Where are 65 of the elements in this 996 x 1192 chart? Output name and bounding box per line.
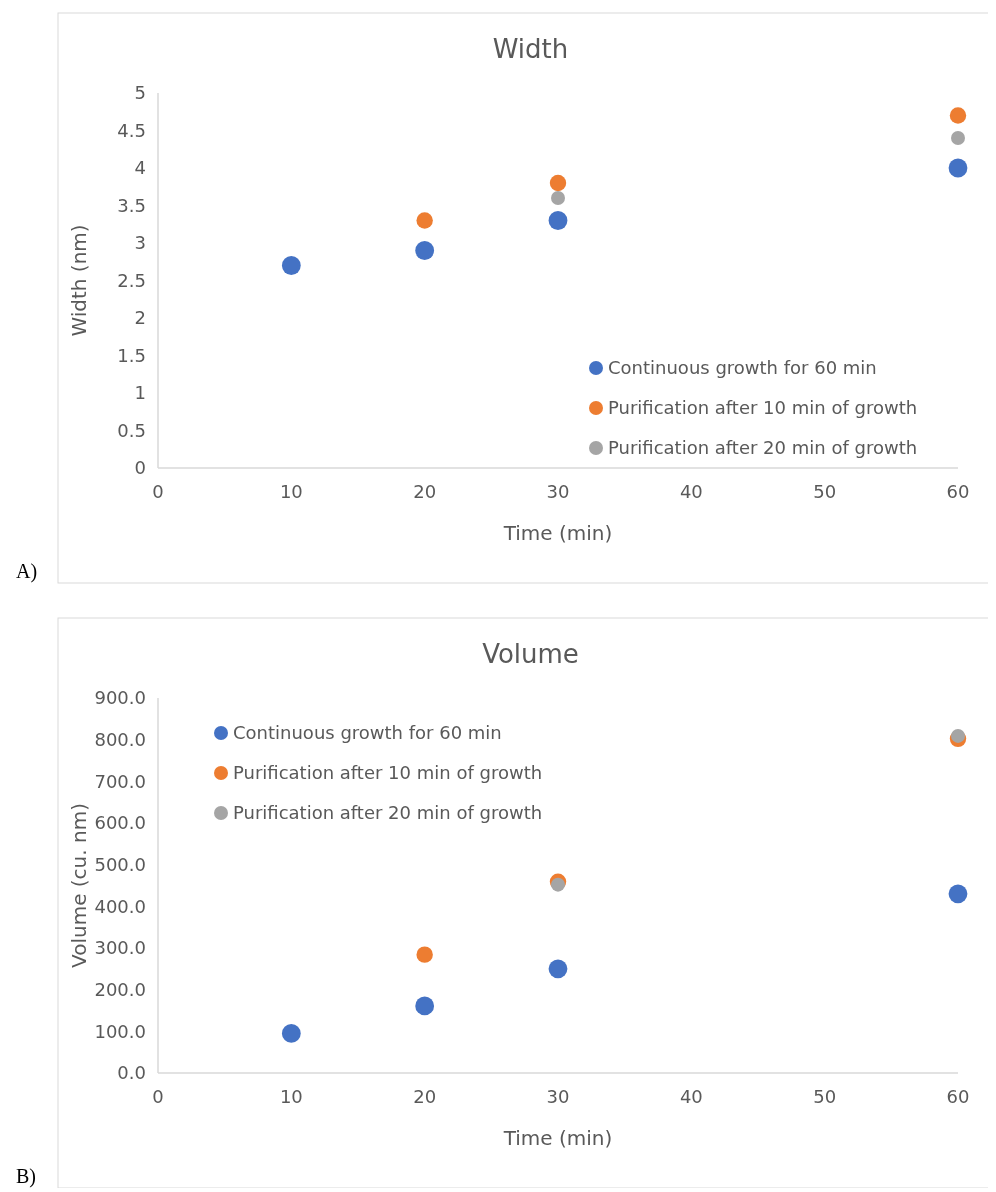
point xyxy=(416,946,433,963)
text: B) xyxy=(16,1165,36,1188)
y-axis-title: Volume (cu. nm) xyxy=(67,803,91,968)
point xyxy=(551,877,565,892)
chart-title: Width xyxy=(492,34,569,64)
y-tick-label: 300.0 xyxy=(94,937,146,959)
legend-label: Continuous growth for 60 min xyxy=(233,722,502,744)
y-tick-label: 1.5 xyxy=(117,344,146,366)
y-tick-label: 5 xyxy=(134,82,146,104)
y-tick-label: 3 xyxy=(134,232,146,254)
chart-title: Volume xyxy=(482,639,579,669)
y-tick-label: 2 xyxy=(134,307,146,329)
legend-label: Continuous growth for 60 min xyxy=(608,357,877,379)
point xyxy=(415,241,435,260)
point xyxy=(281,256,301,275)
x-tick-label: 30 xyxy=(546,1086,570,1107)
legend-label: Purification after 10 min of growth xyxy=(233,762,543,784)
y-tick-label: 1 xyxy=(134,382,146,404)
y-tick-label: 2.5 xyxy=(117,269,146,291)
y-tick-label: 800.0 xyxy=(94,728,146,750)
x-tick-label: 20 xyxy=(413,481,437,502)
point xyxy=(951,131,965,145)
x-tick-label: 60 xyxy=(946,1086,970,1107)
point xyxy=(949,107,967,124)
point xyxy=(551,191,565,205)
x-tick-label: 60 xyxy=(946,481,970,502)
legend-label: Purification after 10 min of growth xyxy=(608,397,918,419)
x-axis-title: Time (min) xyxy=(502,521,613,545)
point xyxy=(951,728,965,743)
y-tick-label: 400.0 xyxy=(94,895,146,917)
y-tick-label: 900.0 xyxy=(94,687,146,709)
point xyxy=(549,174,567,192)
point xyxy=(281,1024,301,1043)
x-tick-label: 40 xyxy=(679,1086,703,1107)
point xyxy=(548,959,568,979)
point xyxy=(416,212,433,229)
y-tick-label: 200.0 xyxy=(94,978,146,1000)
y-tick-label: 4.5 xyxy=(117,119,146,141)
y-tick-label: 700.0 xyxy=(94,770,146,792)
x-tick-label: 0 xyxy=(152,1086,164,1107)
y-tick-label: 0.0 xyxy=(117,1062,146,1084)
y-tick-label: 4 xyxy=(134,157,146,179)
x-tick-label: 50 xyxy=(813,1086,837,1107)
x-axis-title: Time (min) xyxy=(502,1126,613,1150)
x-tick-label: 50 xyxy=(813,481,837,502)
x-tick-label: 30 xyxy=(546,481,570,502)
y-tick-label: 0 xyxy=(134,457,146,479)
y-tick-label: 0.5 xyxy=(117,419,146,441)
legend-label: Purification after 20 min of growth xyxy=(608,437,918,459)
point xyxy=(548,211,568,230)
y-axis-title: Width (nm) xyxy=(67,224,91,337)
x-tick-label: 40 xyxy=(679,481,703,502)
legend-label: Purification after 20 min of growth xyxy=(233,802,543,824)
y-tick-label: 3.5 xyxy=(117,194,146,216)
y-tick-label: 100.0 xyxy=(94,1020,146,1042)
point xyxy=(948,884,968,904)
x-tick-label: 0 xyxy=(152,481,164,502)
point xyxy=(948,158,968,178)
y-tick-label: 500.0 xyxy=(94,853,146,875)
x-tick-label: 10 xyxy=(279,1086,303,1107)
point xyxy=(415,996,435,1016)
y-tick-label: 600.0 xyxy=(94,812,146,834)
x-tick-label: 10 xyxy=(279,481,303,502)
x-tick-label: 20 xyxy=(413,1086,437,1107)
text: A) xyxy=(16,560,38,583)
